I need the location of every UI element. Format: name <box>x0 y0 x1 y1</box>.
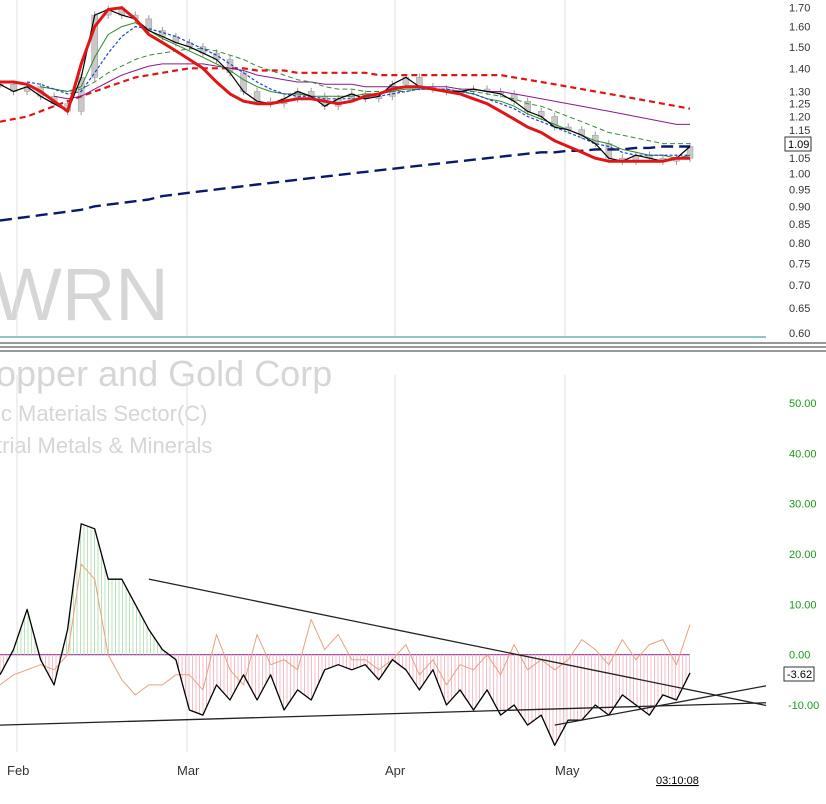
price-tick-label: 1.40 <box>789 63 810 75</box>
indicator-label: -3.62 <box>787 669 812 681</box>
watermark-symbol: WRN <box>0 253 169 336</box>
indicator-tick-label: 30.00 <box>789 499 817 511</box>
price-label: 1.09 <box>788 139 809 151</box>
price-tick-label: 0.65 <box>789 303 810 315</box>
price-tick-label: 0.70 <box>789 280 810 292</box>
price-label-box <box>784 136 812 152</box>
month-tick-label: Apr <box>385 763 406 778</box>
price-panel <box>0 5 694 222</box>
indicator-tick-label: 40.00 <box>789 448 817 460</box>
indicator-tick-label: -10.00 <box>788 700 819 712</box>
y-axis-ticks: 1.701.601.501.401.301.251.201.151.101.05… <box>788 3 819 712</box>
timestamp: 03:10:08 <box>656 775 699 787</box>
x-axis-month-ticks: Feb Mar Apr May <box>7 763 580 778</box>
price-tick-label: 0.90 <box>789 201 810 213</box>
indicator-tick-label: 20.00 <box>789 549 817 561</box>
month-tick-label: Feb <box>7 763 29 778</box>
price-tick-label: 1.60 <box>789 22 810 34</box>
indicator-tick-label: 0.00 <box>789 650 810 662</box>
price-tick-label: 1.25 <box>789 99 810 111</box>
watermark-sector: ic Materials Sector(C) <box>0 401 207 426</box>
price-series-ma-red-dashed <box>0 67 691 123</box>
price-tick-label: 1.20 <box>789 111 810 123</box>
indicator-series-main <box>0 523 691 746</box>
month-tick-label: Mar <box>177 763 200 778</box>
price-tick-label: 1.30 <box>789 86 810 98</box>
price-tick-label: 1.05 <box>789 153 810 165</box>
price-tick-label: 1.50 <box>789 42 810 54</box>
price-tick-label: 0.60 <box>789 328 810 340</box>
month-tick-label: May <box>555 763 580 778</box>
price-series-ma-red-thick <box>0 6 690 163</box>
price-tick-label: 0.80 <box>789 238 810 250</box>
price-series-ma-green-dashed <box>54 48 690 145</box>
watermark-industry: trial Metals & Minerals <box>0 433 212 458</box>
indicator-trendline <box>554 685 767 726</box>
price-tick-label: 1.15 <box>789 125 810 137</box>
indicator-trendline <box>148 578 767 707</box>
indicator-tick-label: 50.00 <box>789 398 817 410</box>
price-tick-label: 1.70 <box>789 3 810 15</box>
watermark-company: opper and Gold Corp <box>0 353 332 394</box>
indicator-label-box <box>783 666 815 682</box>
price-tick-label: 0.85 <box>789 219 810 231</box>
price-series-ma-navy-dashed <box>0 145 690 222</box>
price-tick-label: 1.00 <box>789 168 810 180</box>
price-tick-label: 0.95 <box>789 184 810 196</box>
indicator-tick-label: 10.00 <box>789 599 817 611</box>
price-series-close <box>0 8 691 162</box>
indicator-series-signal <box>0 563 691 696</box>
indicator-panel <box>0 523 767 746</box>
price-series-ma-purple <box>54 63 690 125</box>
indicator-trendline <box>0 702 767 726</box>
price-tick-label: 0.75 <box>789 258 810 270</box>
